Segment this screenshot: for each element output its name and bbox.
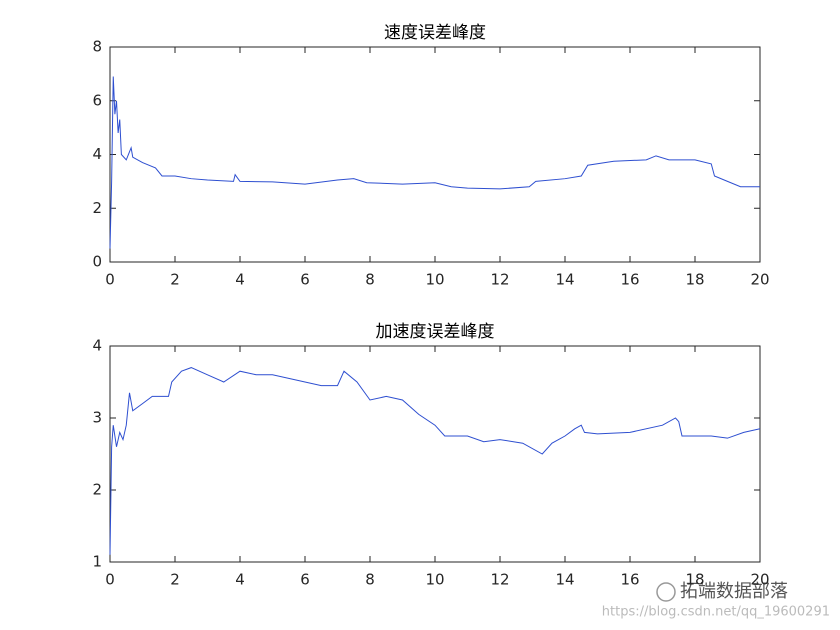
data-line: [109, 76, 760, 249]
x-tick-label: 16: [620, 571, 639, 589]
x-tick-label: 4: [235, 271, 245, 289]
x-tick-label: 0: [105, 571, 115, 589]
axes-box: [109, 46, 761, 263]
x-tick-label: 16: [620, 271, 639, 289]
watermark-icon: [656, 582, 676, 602]
watermark-url: https://blog.csdn.net/qq_19600291: [602, 605, 830, 620]
x-tick-label: 4: [235, 571, 245, 589]
x-tick-label: 20: [750, 271, 769, 289]
x-tick-label: 14: [555, 571, 574, 589]
chart-title: 速度误差峰度: [384, 23, 486, 43]
axes-box: [109, 345, 761, 563]
x-tick-label: 2: [170, 571, 180, 589]
y-tick-label: 2: [92, 199, 102, 217]
x-tick-label: 0: [105, 271, 115, 289]
x-tick-label: 18: [685, 271, 704, 289]
x-tick-label: 20: [750, 571, 769, 589]
x-tick-label: 10: [425, 571, 444, 589]
y-tick-label: 6: [92, 91, 102, 109]
watermark-brand: 拓端数据部落: [680, 581, 788, 602]
x-tick-label: 14: [555, 271, 574, 289]
x-tick-label: 10: [425, 271, 444, 289]
x-tick-label: 2: [170, 271, 180, 289]
x-tick-label: 8: [365, 271, 375, 289]
x-tick-label: 6: [300, 271, 310, 289]
x-tick-label: 6: [300, 571, 310, 589]
y-tick-label: 2: [92, 481, 102, 499]
data-line: [109, 367, 761, 555]
y-tick-label: 1: [92, 553, 102, 571]
y-tick-label: 8: [92, 38, 102, 56]
x-tick-label: 18: [685, 571, 704, 589]
y-tick-label: 4: [92, 337, 102, 355]
y-tick-label: 4: [92, 145, 102, 163]
y-tick-label: 0: [92, 253, 102, 271]
x-tick-label: 12: [490, 571, 509, 589]
y-tick-label: 3: [92, 409, 102, 427]
chart-title: 加速度误差峰度: [376, 322, 495, 342]
x-tick-label: 8: [365, 571, 375, 589]
x-tick-label: 12: [490, 271, 509, 289]
